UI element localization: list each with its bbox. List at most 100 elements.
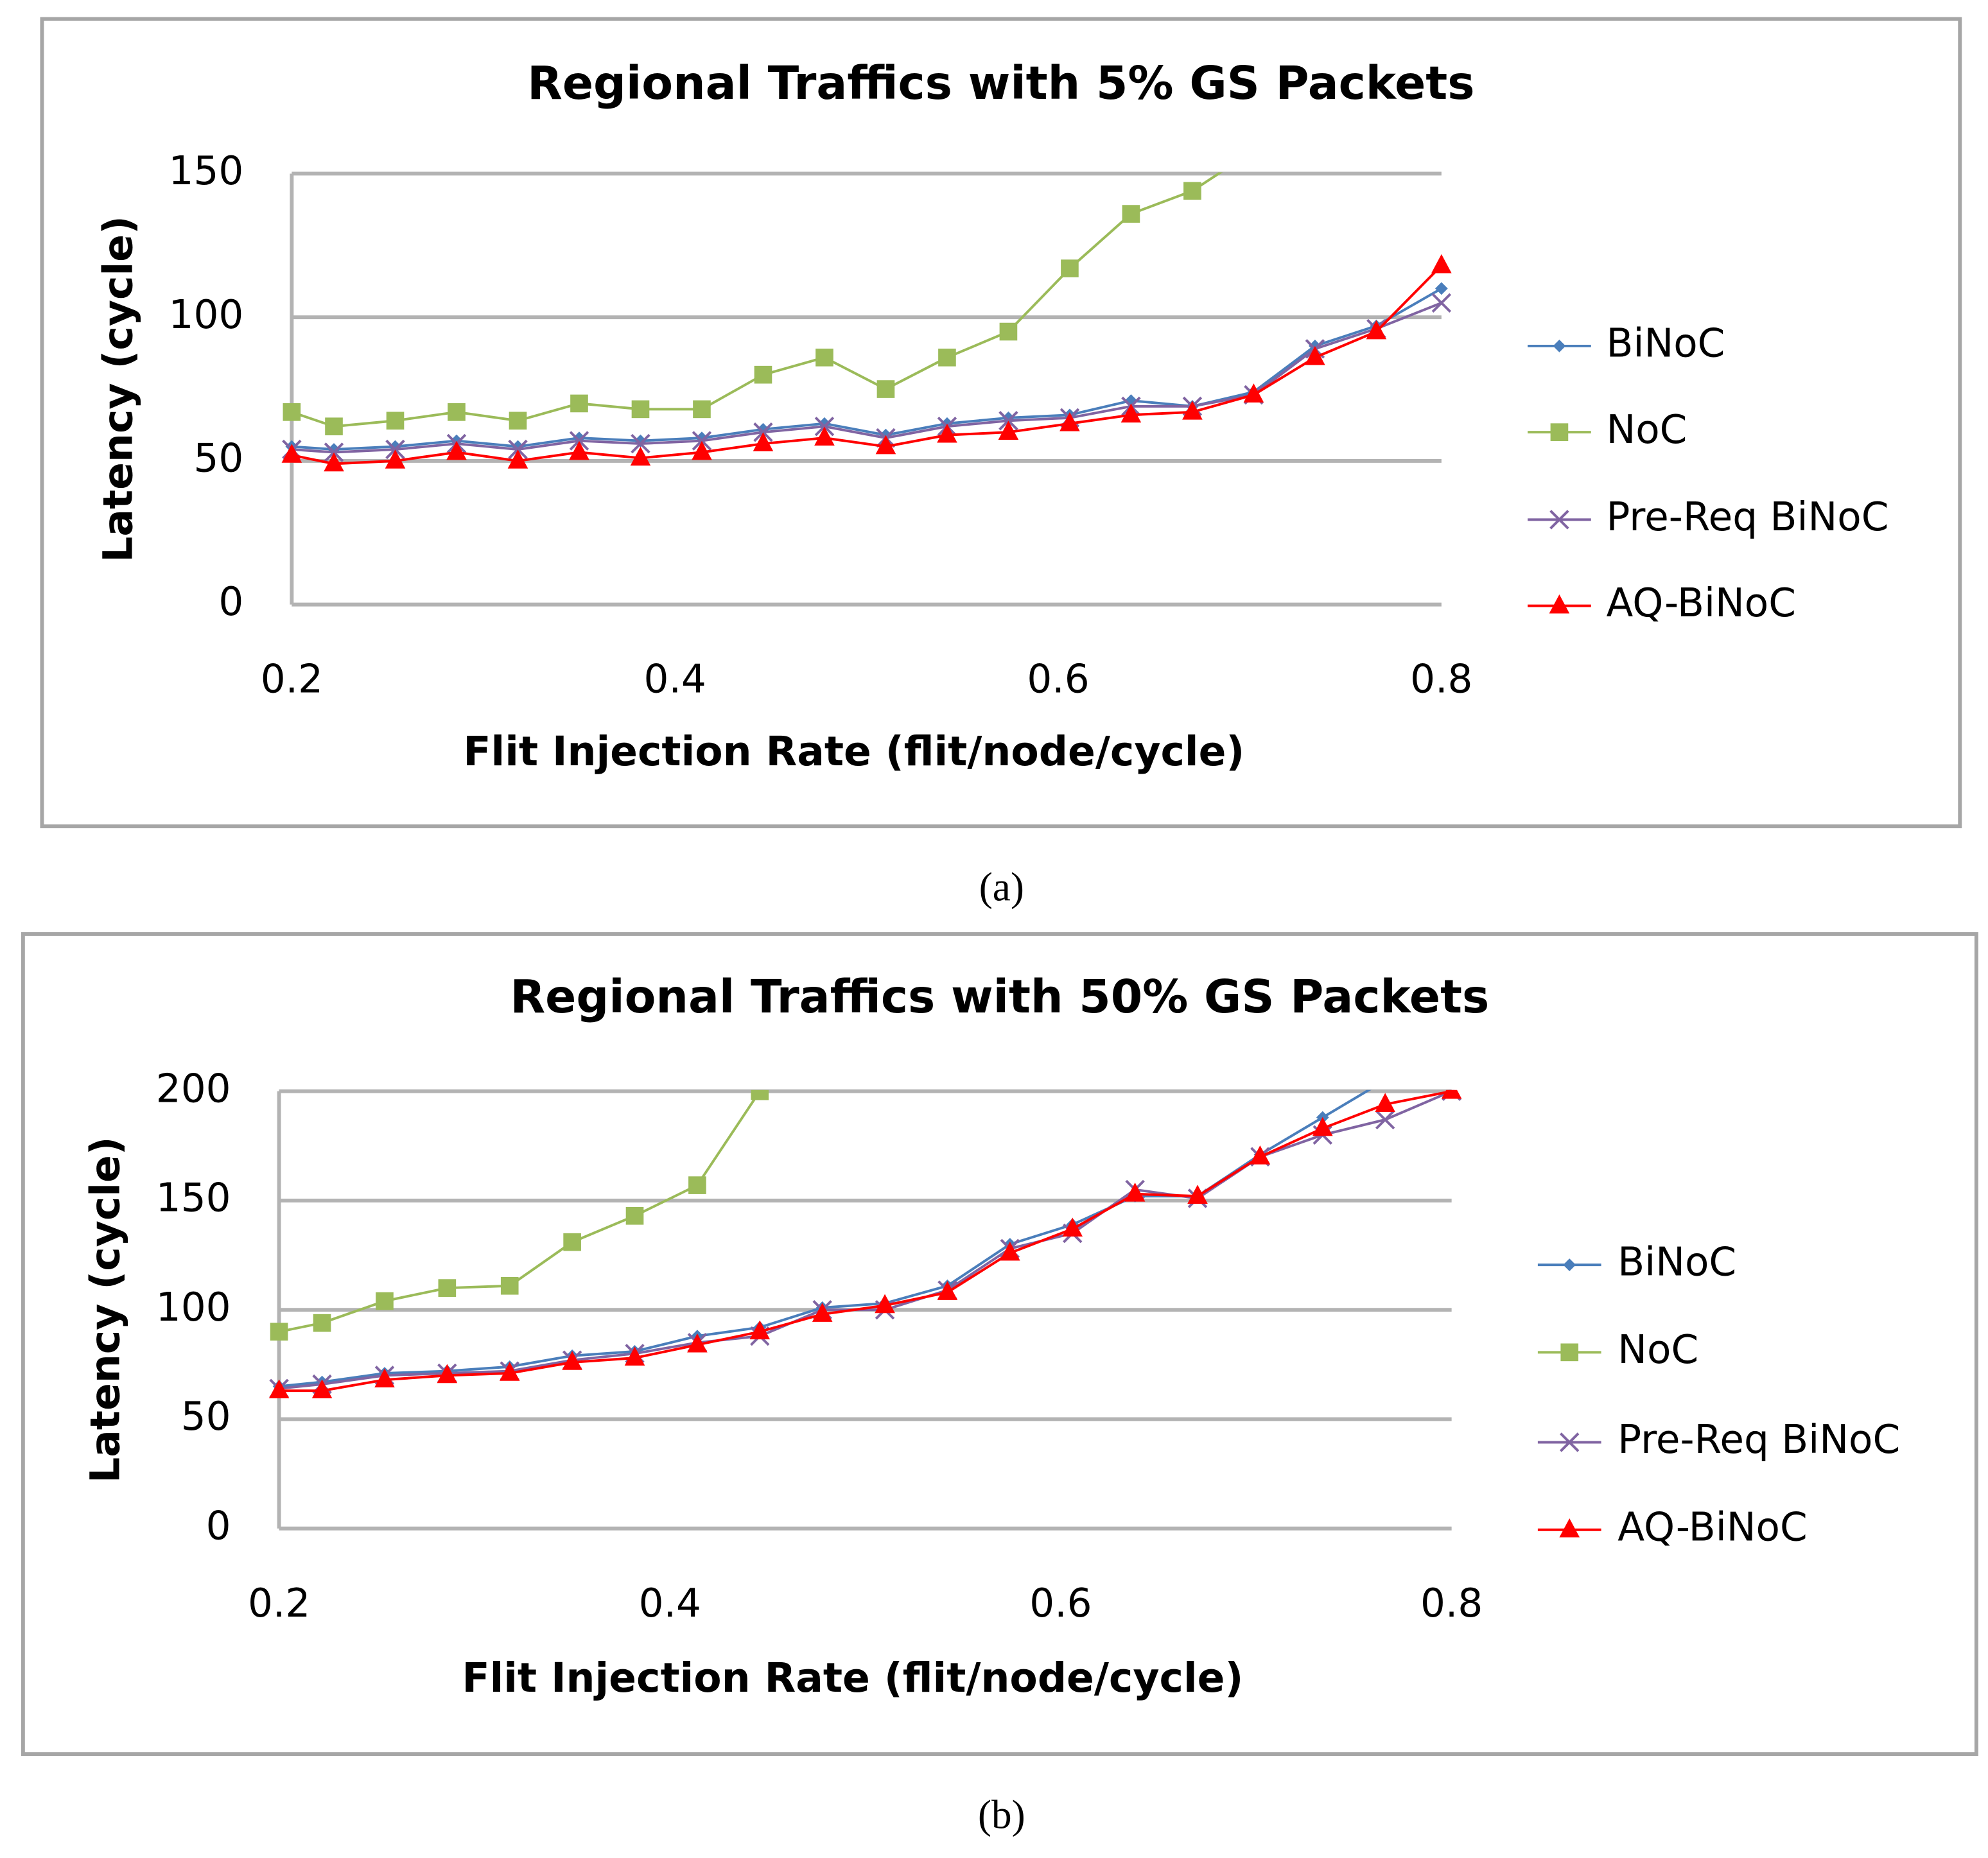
caption: (b): [978, 1792, 1025, 1837]
marker: [687, 1333, 708, 1353]
marker: [1187, 1185, 1208, 1204]
legend-label: Pre-Req BiNoC: [1606, 494, 1888, 540]
series-line: [291, 265, 1443, 465]
marker: [693, 400, 711, 419]
x-axis-label: Flit Injection Rate (flit/node/cycle): [462, 1654, 1243, 1701]
marker: [446, 440, 467, 460]
marker: [507, 449, 528, 469]
marker: [386, 412, 405, 430]
y-tick-label: 0: [206, 1503, 231, 1549]
x-tick-label: 0.4: [644, 657, 706, 702]
marker: [1059, 412, 1080, 431]
y-tick-label: 0: [218, 579, 243, 625]
marker: [814, 416, 835, 437]
marker: [624, 1346, 645, 1366]
marker: [562, 1351, 582, 1370]
series-line: [279, 1090, 1372, 1388]
marker: [325, 417, 343, 436]
marker: [937, 1281, 958, 1300]
marker: [753, 432, 774, 451]
y-tick-label: 50: [193, 436, 243, 482]
marker: [938, 349, 956, 367]
marker: [448, 403, 466, 421]
marker: [1549, 594, 1570, 614]
legend-label: NoC: [1617, 1327, 1698, 1373]
legend-label: BiNoC: [1606, 321, 1725, 367]
y-tick-label: 150: [169, 148, 244, 194]
marker: [1122, 205, 1140, 223]
x-tick-label: 0.8: [1410, 657, 1472, 702]
marker: [1375, 1093, 1395, 1112]
marker: [376, 1292, 394, 1310]
chart-title: Regional Traffics with 50% GS Packets: [510, 970, 1489, 1023]
legend-label: NoC: [1606, 407, 1687, 453]
marker: [437, 1364, 458, 1384]
marker: [1243, 383, 1264, 403]
marker: [385, 449, 406, 469]
marker: [998, 411, 1018, 431]
legend-label: AQ-BiNoC: [1606, 580, 1795, 626]
marker: [1182, 401, 1203, 420]
marker: [1549, 510, 1569, 530]
marker: [281, 444, 302, 463]
marker: [1250, 1145, 1271, 1165]
marker: [283, 403, 301, 421]
marker: [563, 1233, 581, 1251]
x-tick-label: 0.2: [261, 657, 323, 702]
x-tick-label: 0.6: [1027, 657, 1089, 702]
marker: [753, 422, 773, 442]
marker: [630, 446, 651, 466]
y-axis-label: Latency (cycle): [82, 1136, 129, 1483]
marker: [875, 1294, 895, 1314]
chart-frame: [21, 932, 1978, 1757]
marker: [631, 400, 650, 419]
marker: [876, 380, 895, 398]
marker: [1431, 254, 1452, 273]
marker: [1550, 423, 1569, 441]
marker: [569, 431, 589, 451]
marker: [1309, 340, 1321, 352]
marker: [1312, 1116, 1333, 1136]
marker: [268, 1379, 290, 1399]
marker: [754, 365, 772, 384]
marker: [1183, 182, 1201, 200]
marker: [998, 421, 1019, 440]
y-tick-label: 150: [156, 1176, 231, 1221]
marker: [324, 442, 344, 462]
marker: [1000, 1241, 1020, 1261]
marker: [812, 1303, 833, 1322]
y-axis-label: Latency (cycle): [94, 216, 141, 562]
marker: [749, 1320, 771, 1340]
marker: [500, 1276, 519, 1295]
y-tick-label: 100: [169, 292, 244, 338]
marker: [814, 426, 835, 446]
marker: [508, 439, 528, 460]
marker: [937, 423, 957, 443]
marker: [1305, 346, 1325, 365]
marker: [1560, 1432, 1580, 1452]
marker: [1560, 1343, 1579, 1362]
marker: [692, 440, 712, 460]
marker: [692, 431, 712, 451]
x-axis-label: Flit Injection Rate (flit/node/cycle): [463, 727, 1244, 775]
series-line: [291, 172, 1223, 428]
x-tick-label: 0.4: [639, 1581, 701, 1626]
marker: [1061, 259, 1079, 277]
marker: [1124, 1182, 1146, 1202]
marker: [1375, 1109, 1395, 1130]
marker: [631, 433, 650, 454]
x-tick-label: 0.8: [1420, 1581, 1483, 1626]
marker: [1431, 293, 1452, 313]
y-tick-label: 50: [181, 1394, 231, 1439]
marker: [1441, 1090, 1462, 1099]
legend-label: AQ-BiNoC: [1617, 1504, 1807, 1550]
caption: (a): [979, 864, 1024, 909]
marker: [751, 1090, 769, 1100]
marker: [999, 322, 1018, 341]
marker: [499, 1362, 520, 1381]
marker: [1559, 1518, 1580, 1538]
marker: [311, 1379, 333, 1399]
marker: [509, 412, 527, 430]
marker: [1563, 1258, 1576, 1272]
